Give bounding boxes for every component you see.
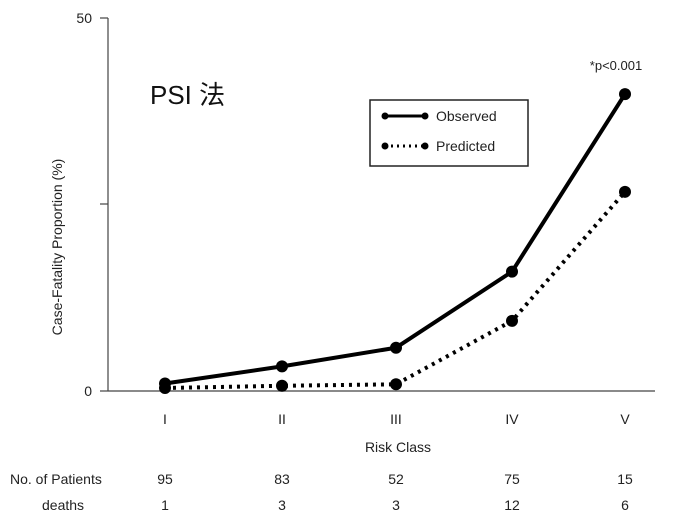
x-ticks: I II III IV V [163, 411, 630, 427]
patients-row-label: No. of Patients [10, 471, 102, 487]
significance-note: *p<0.001 [590, 58, 642, 73]
deaths-row-label: deaths [42, 497, 85, 513]
deaths-count-2: 3 [278, 497, 286, 513]
x-tick-label-4: IV [505, 411, 519, 427]
legend: Observed Predicted [369, 99, 529, 167]
data-point-predicted-1 [159, 382, 171, 395]
series-layer [159, 88, 631, 395]
x-tick-label-5: V [620, 411, 630, 427]
chart-title: PSI 法 [150, 80, 225, 110]
data-point-predicted-5 [619, 185, 631, 198]
patients-count-1: 95 [157, 471, 173, 487]
patients-count-4: 75 [504, 471, 520, 487]
legend-predicted-label: Predicted [436, 138, 495, 154]
x-tick-label-3: III [390, 411, 402, 427]
x-tick-label-1: I [163, 411, 167, 427]
x-axis-label: Risk Class [365, 439, 431, 455]
deaths-count-4: 12 [504, 497, 520, 513]
legend-predicted-marker-left [381, 142, 389, 150]
y-axis-label: Case-Fatality Proportion (%) [49, 159, 65, 336]
data-point-observed-2 [276, 360, 288, 373]
y-tick-label-50: 50 [76, 10, 92, 26]
patients-count-5: 15 [617, 471, 633, 487]
series-line-predicted [164, 190, 627, 391]
deaths-count-5: 6 [621, 497, 629, 513]
legend-predicted-marker-right [421, 142, 429, 150]
deaths-count-1: 1 [161, 497, 169, 513]
x-tick-label-2: II [278, 411, 286, 427]
data-point-predicted-4 [506, 314, 518, 327]
legend-observed-marker-left [381, 112, 389, 120]
data-point-predicted-2 [276, 379, 288, 392]
y-tick-label-0: 0 [84, 383, 92, 399]
deaths-count-3: 3 [392, 497, 400, 513]
patients-count-3: 52 [388, 471, 404, 487]
data-point-predicted-3 [390, 378, 402, 391]
legend-observed-marker-right [421, 112, 429, 120]
patients-count-2: 83 [274, 471, 290, 487]
data-point-observed-4 [506, 265, 518, 278]
data-point-observed-5 [619, 88, 631, 101]
legend-box [369, 99, 529, 167]
data-point-observed-3 [390, 341, 402, 354]
legend-observed-label: Observed [436, 108, 497, 124]
